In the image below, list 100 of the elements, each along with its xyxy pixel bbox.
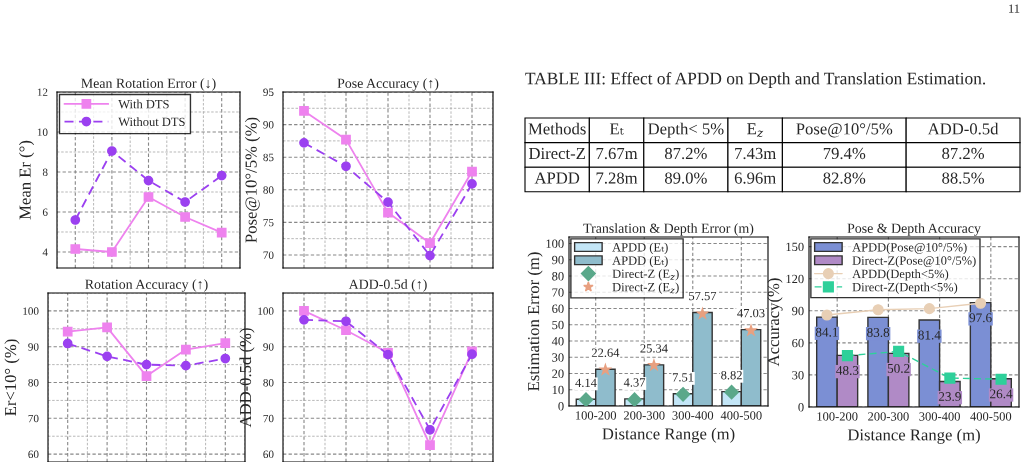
y-axis-title: Accuracy(%) [767, 278, 783, 367]
data-label: 83.8 [867, 328, 890, 337]
x-tick-label: 100-200 [575, 411, 617, 420]
y-tick-label: 150 [786, 242, 804, 252]
category-label: Methods [528, 122, 586, 135]
legend-label: APDD(Pose@10°/5%) [852, 242, 967, 255]
y-tick-label: 60 [28, 450, 39, 459]
y-tick-label: 10 [552, 385, 564, 395]
data-label: 22.64 [591, 348, 620, 357]
data-label: 4.37 [623, 378, 646, 387]
y-tick-label: 8 [42, 168, 48, 176]
category-label: Eₜ [609, 123, 624, 135]
y-tick-label: 80 [263, 186, 274, 194]
y-tick-label: 10 [37, 128, 48, 136]
y-tick-label: 4 [42, 248, 48, 256]
data-label: 81.4 [918, 330, 941, 340]
text: 87.2% [942, 147, 985, 160]
legend-label: Without DTS [118, 117, 185, 127]
text: Direct-Z [528, 147, 585, 160]
y-tick-label: 6 [42, 208, 48, 216]
data-label: 47.03 [737, 308, 765, 318]
text: 82.8% [823, 172, 866, 184]
chart-title: ADD-0.5d (↑) [348, 279, 427, 292]
text: APDD [534, 172, 580, 184]
y-tick-label: 90 [263, 343, 274, 351]
y-tick-label: 90 [552, 255, 564, 265]
data-label: 97.6 [969, 313, 992, 323]
y-tick-label: 60 [792, 338, 804, 348]
legend-label: With DTS [118, 99, 169, 109]
data-label: 4.14 [575, 378, 597, 388]
y-tick-label: 90 [28, 343, 39, 351]
y-tick-label: 70 [552, 288, 564, 297]
y-tick-label: 85 [263, 153, 274, 162]
y-tick-label: 20 [552, 369, 564, 378]
chart-title: Pose Accuracy (↑) [337, 78, 439, 91]
text: 7.28m [596, 172, 638, 184]
y-tick-label: 50 [552, 320, 564, 330]
chart-title: Translation & Depth Error (m) [583, 223, 754, 236]
y-tick-label: 100 [258, 307, 274, 315]
text: 88.5% [942, 172, 985, 184]
text: 7.43m [735, 147, 776, 160]
y-tick-label: 0 [798, 403, 804, 412]
text: 79.4% [823, 147, 866, 160]
x-tick-label: 400-500 [970, 412, 1012, 421]
y-tick-label: 70 [28, 414, 39, 423]
category-label: E$_{z}$ [747, 123, 764, 138]
legend-label: Direct-Z (E$_{z}$) [612, 269, 679, 281]
y-tick-label: 80 [552, 272, 564, 281]
legend-label: Direct-Z (E$_{z}$) [612, 282, 679, 294]
category-label: ADD-0.5d [927, 122, 999, 135]
y-tick-label: 100 [546, 239, 564, 248]
x-tick-label: 300-400 [919, 412, 960, 421]
y-tick-label: 30 [792, 370, 804, 380]
text: 11 [1009, 4, 1020, 13]
y-tick-label: 95 [263, 88, 274, 96]
y-tick-label: 90 [792, 306, 804, 316]
y-axis-title: Estimation Error (m) [527, 252, 543, 391]
text: 87.2% [664, 147, 707, 160]
chart-title: Mean Rotation Error (↓) [81, 78, 216, 91]
chart-title: Rotation Accuracy (↑) [85, 279, 208, 292]
y-tick-label: 30 [552, 353, 564, 362]
data-label: 50.2 [887, 363, 910, 373]
category-label: Pose@10°/5% [796, 123, 893, 138]
y-tick-label: 70 [263, 414, 274, 423]
y-tick-label: 80 [263, 378, 274, 387]
legend-label: APDD (Eₜ) [612, 255, 668, 268]
x-axis-title: Distance Range (m) [847, 428, 980, 444]
legend-label: Direct-Z(Pose@10°/5%) [852, 255, 976, 268]
y-axis-title: ADD-0.5d (%) [239, 328, 255, 428]
data-label: 7.51 [672, 373, 694, 382]
text: 89.0% [664, 172, 707, 184]
chart-title: Pose & Depth Accuracy [847, 223, 981, 236]
y-tick-label: 60 [263, 450, 274, 459]
x-tick-label: 200-300 [623, 411, 665, 420]
y-tick-label: 90 [263, 121, 274, 129]
y-axis-title: Mean Er (°) [18, 140, 35, 220]
text: 7.67m [596, 147, 638, 160]
text: 6.96m [734, 172, 776, 184]
y-tick-label: 75 [263, 218, 274, 227]
data-label: 57.57 [689, 291, 717, 301]
category-label: Depth< 5% [648, 122, 724, 138]
legend-label: APDD (Eₜ) [612, 242, 668, 255]
x-tick-label: 200-300 [868, 412, 909, 421]
data-label: 26.4 [990, 389, 1013, 399]
x-tick-label: 100-200 [817, 412, 858, 421]
y-tick-label: 40 [551, 337, 564, 346]
data-label: 25.34 [640, 344, 668, 353]
data-label: 48.3 [836, 366, 859, 375]
y-tick-label: 120 [786, 274, 804, 284]
x-tick-label: 400-500 [720, 411, 762, 420]
legend-label: APDD(Depth<5%) [852, 269, 949, 281]
y-tick-label: 12 [37, 88, 48, 96]
y-tick-label: 0 [558, 402, 564, 411]
data-label: 23.9 [938, 392, 961, 402]
data-label: 84.1 [815, 327, 838, 337]
y-tick-label: 60 [552, 304, 564, 313]
y-axis-title: Pose@10°/5% (%) [244, 117, 261, 243]
y-tick-label: 100 [23, 307, 39, 315]
x-axis-title: Distance Range (m) [602, 427, 735, 443]
y-axis-title: Er<10° (%) [4, 339, 20, 416]
